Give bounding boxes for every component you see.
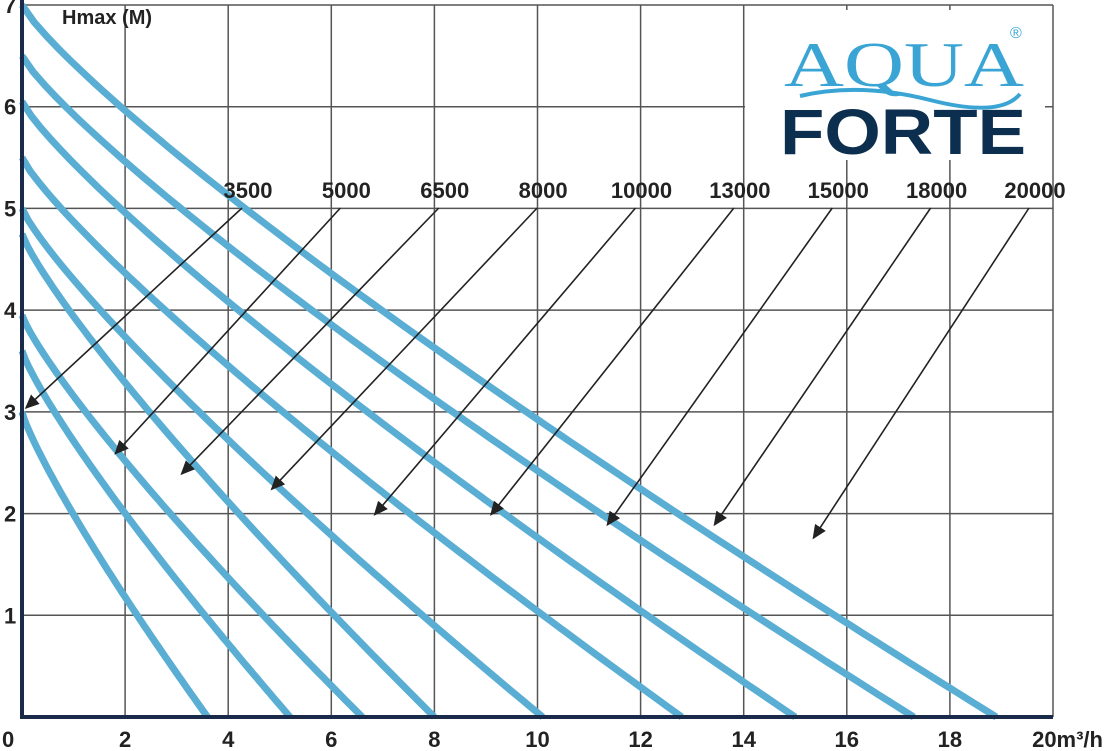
logo-aqua-text: AQUA bbox=[784, 29, 1024, 100]
arrow-8000 bbox=[270, 207, 538, 491]
x-axis-title: 20m³/h bbox=[1032, 727, 1103, 751]
curve-20000 bbox=[19, 2, 999, 720]
x-tick-label: 16 bbox=[835, 727, 859, 751]
arrow-5000 bbox=[114, 207, 341, 455]
arrow-3500 bbox=[24, 207, 243, 409]
series-label-10000: 10000 bbox=[611, 178, 672, 203]
y-tick-label: 1 bbox=[4, 603, 16, 628]
x-tick-label: 12 bbox=[628, 727, 652, 751]
arrow-18000 bbox=[713, 207, 932, 527]
series-label-8000: 8000 bbox=[519, 178, 568, 203]
arrow-20000 bbox=[812, 207, 1030, 540]
series-labels: 3500 5000 6500 8000 10000 13000 15000 18000 2000… bbox=[224, 178, 1066, 203]
x-tick-label: 10 bbox=[525, 727, 549, 751]
curve-15000 bbox=[19, 99, 798, 720]
curve-6500 bbox=[18, 313, 365, 720]
y-axis-title: Hmax (M) bbox=[62, 7, 152, 29]
arrow-15000 bbox=[606, 207, 833, 527]
y-tick-label: 2 bbox=[4, 502, 16, 527]
logo-background bbox=[745, 10, 1045, 160]
series-label-18000: 18000 bbox=[906, 178, 967, 203]
aquaforte-logo: AQUA FORTE ® bbox=[745, 10, 1045, 168]
y-tick-label: 6 bbox=[4, 95, 16, 120]
curve-13000 bbox=[19, 155, 684, 720]
arrows bbox=[24, 207, 1030, 540]
x-tick-label: 18 bbox=[938, 727, 962, 751]
curve-5000 bbox=[18, 349, 293, 720]
y-tick-label: 7 bbox=[4, 0, 16, 18]
x-tick-label-0: 0 bbox=[2, 727, 14, 751]
y-tick-label: 5 bbox=[4, 196, 16, 221]
curves bbox=[18, 2, 999, 720]
grid bbox=[22, 4, 1054, 717]
curve-8000 bbox=[18, 232, 437, 720]
x-tick-label: 2 bbox=[119, 727, 131, 751]
series-label-5000: 5000 bbox=[322, 178, 371, 203]
arrow-13000 bbox=[490, 207, 735, 516]
curve-10000 bbox=[18, 206, 545, 720]
x-tick-label: 6 bbox=[325, 727, 337, 751]
logo-wave bbox=[799, 87, 1022, 110]
x-tick-label: 8 bbox=[428, 727, 440, 751]
curve-18000 bbox=[19, 53, 916, 720]
x-tick-label: 4 bbox=[222, 727, 235, 751]
arrow-10000 bbox=[373, 207, 637, 516]
y-tick-label: 3 bbox=[4, 400, 16, 425]
series-label-20000: 20000 bbox=[1004, 178, 1065, 203]
series-label-6500: 6500 bbox=[420, 178, 469, 203]
series-label-15000: 15000 bbox=[808, 178, 869, 203]
logo-registered-mark: ® bbox=[1010, 25, 1022, 42]
series-label-3500: 3500 bbox=[224, 178, 273, 203]
y-tick-label: 4 bbox=[4, 298, 17, 323]
curve-3500 bbox=[18, 410, 211, 720]
arrow-6500 bbox=[180, 207, 440, 476]
series-label-13000: 13000 bbox=[709, 178, 770, 203]
x-tick-label: 14 bbox=[731, 727, 756, 751]
logo-forte-text: FORTE bbox=[780, 96, 1026, 168]
